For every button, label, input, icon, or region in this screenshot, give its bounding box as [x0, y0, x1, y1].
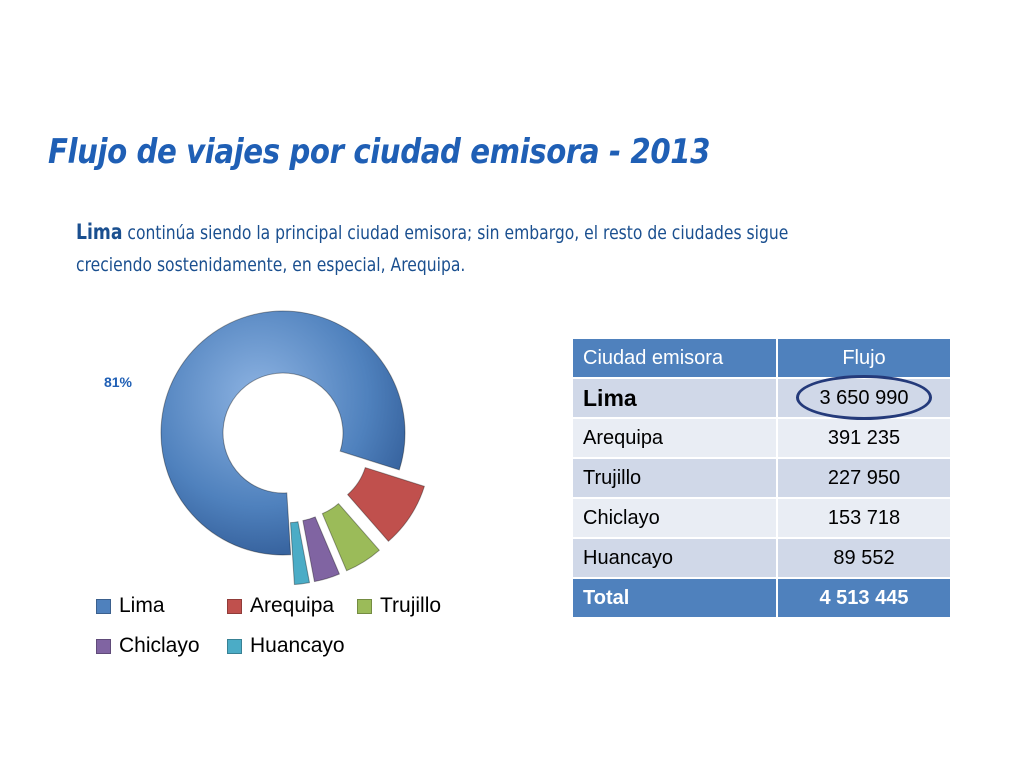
header-city: Ciudad emisora [571, 337, 778, 379]
slice-huancayo [289, 521, 311, 586]
legend-label-chiclayo: Chiclayo [119, 634, 200, 657]
table-row: Huancayo 89 552 [571, 537, 952, 579]
legend-swatch-lima [96, 598, 111, 614]
legend-swatch-huancayo [227, 638, 242, 654]
highlight-circle [795, 374, 933, 420]
slice-trujillo [321, 502, 380, 572]
legend-label-lima: Lima [119, 594, 165, 617]
legend-item-arequipa: Arequipa [227, 594, 334, 618]
cell-flow: 153 718 [776, 497, 952, 539]
data-label-lima: 81% [104, 374, 133, 390]
cell-city: Chiclayo [571, 497, 778, 539]
highlighted-value: 3 650 990 [795, 374, 933, 420]
subtitle-rest: continúa siendo la principal ciudad emis… [76, 222, 789, 276]
legend-swatch-chiclayo [96, 638, 111, 654]
legend-label-arequipa: Arequipa [250, 594, 335, 617]
legend-item-trujillo: Trujillo [357, 594, 441, 618]
table-row: Chiclayo 153 718 [571, 497, 952, 539]
legend-label-huancayo: Huancayo [250, 634, 345, 657]
legend-row-2: Chiclayo Huancayo [96, 634, 496, 674]
cell-city: Lima [571, 377, 778, 419]
legend-item-lima: Lima [96, 594, 165, 618]
legend-swatch-trujillo [357, 598, 372, 614]
legend-row-1: Lima Arequipa Trujillo [96, 594, 496, 634]
cell-flow: 391 235 [776, 417, 952, 459]
cell-total-label: Total [571, 577, 778, 619]
slice-chiclayo [302, 516, 341, 583]
legend-label-trujillo: Trujillo [380, 594, 442, 617]
slice-arequipa [346, 466, 426, 542]
cell-city: Trujillo [571, 457, 778, 499]
legend-swatch-arequipa [227, 598, 242, 614]
legend-item-huancayo: Huancayo [227, 634, 345, 658]
table-row: Trujillo 227 950 [571, 457, 952, 499]
cell-city: Arequipa [571, 417, 778, 459]
cell-total-value: 4 513 445 [776, 577, 952, 619]
header-flow: Flujo [776, 337, 952, 379]
table-row: Lima 3 650 990 [571, 374, 952, 420]
subtitle-lead: Lima [76, 220, 123, 244]
chart-legend: Lima Arequipa Trujillo Chiclayo Huancayo [96, 594, 496, 674]
legend-item-chiclayo: Chiclayo [96, 634, 200, 658]
cell-city: Huancayo [571, 537, 778, 579]
table-row: Arequipa 391 235 [571, 417, 952, 459]
chart-slices [160, 310, 426, 586]
cell-flow: 89 552 [776, 537, 952, 579]
slice-lima [160, 310, 406, 556]
page-title: Flujo de viajes por ciudad emisora - 201… [48, 132, 711, 172]
table-total-row: Total 4 513 445 [571, 577, 952, 619]
table-header-row: Ciudad emisora Flujo [571, 337, 952, 379]
subtitle: Lima continúa siendo la principal ciudad… [76, 216, 847, 281]
flow-table: Ciudad emisora Flujo Lima 3 650 990 Areq… [571, 337, 952, 619]
cell-flow: 3 650 990 [776, 374, 952, 420]
cell-flow: 227 950 [776, 457, 952, 499]
